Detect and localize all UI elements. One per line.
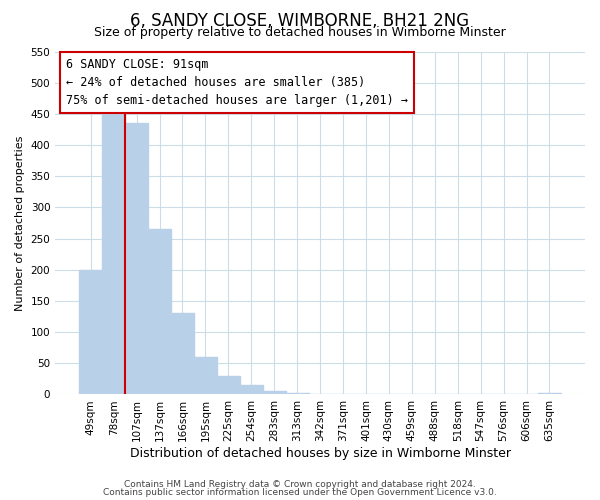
Text: Contains public sector information licensed under the Open Government Licence v3: Contains public sector information licen…: [103, 488, 497, 497]
Bar: [240, 385, 263, 394]
Bar: [148, 229, 171, 394]
Bar: [171, 314, 194, 394]
X-axis label: Distribution of detached houses by size in Wimborne Minster: Distribution of detached houses by size …: [130, 447, 511, 460]
Bar: [263, 392, 286, 394]
Bar: [286, 393, 308, 394]
Bar: [125, 123, 148, 394]
Bar: [217, 376, 240, 394]
Bar: [194, 357, 217, 395]
Y-axis label: Number of detached properties: Number of detached properties: [15, 136, 25, 310]
Text: Contains HM Land Registry data © Crown copyright and database right 2024.: Contains HM Land Registry data © Crown c…: [124, 480, 476, 489]
Bar: [538, 392, 561, 394]
Text: 6 SANDY CLOSE: 91sqm
← 24% of detached houses are smaller (385)
75% of semi-deta: 6 SANDY CLOSE: 91sqm ← 24% of detached h…: [66, 58, 408, 108]
Text: Size of property relative to detached houses in Wimborne Minster: Size of property relative to detached ho…: [94, 26, 506, 39]
Text: 6, SANDY CLOSE, WIMBORNE, BH21 2NG: 6, SANDY CLOSE, WIMBORNE, BH21 2NG: [130, 12, 470, 30]
Bar: [79, 270, 102, 394]
Bar: [102, 114, 125, 394]
